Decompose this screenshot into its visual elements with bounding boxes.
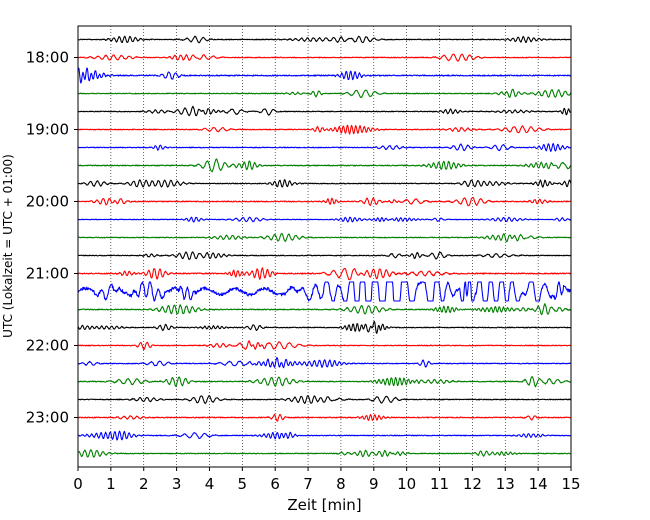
trace-line (77, 158, 572, 173)
x-tick-label: 1 (106, 475, 116, 493)
trace-line (77, 88, 572, 98)
x-tick-label: 11 (430, 475, 449, 493)
y-tick-label: 19:00 (26, 121, 69, 139)
trace-line (77, 449, 572, 458)
x-tick-label: 2 (139, 475, 149, 493)
trace-line (77, 267, 572, 281)
trace-line (77, 357, 572, 369)
x-tick-label: 8 (336, 475, 346, 493)
x-axis-label: Zeit [min] (287, 496, 361, 514)
x-tick-label: 9 (369, 475, 379, 493)
trace-line (77, 303, 572, 316)
x-tick-label: 4 (205, 475, 215, 493)
trace-line (77, 395, 572, 404)
y-tick-label: 21:00 (26, 265, 69, 283)
trace-line (77, 124, 572, 135)
trace-layer (77, 35, 572, 458)
trace-line (77, 143, 572, 152)
y-axis-ticks: 18:00 19:00 20:00 21:00 22:00 23:00 (26, 49, 78, 427)
trace-line (77, 430, 572, 441)
y-axis-label: UTC (Lokalzeit = UTC + 01:00) (1, 154, 15, 338)
trace-line (77, 281, 572, 302)
x-tick-label: 14 (529, 475, 548, 493)
y-tick-label: 20:00 (26, 193, 69, 211)
y-tick-label: 22:00 (26, 337, 69, 355)
x-tick-label: 5 (238, 475, 248, 493)
x-tick-label: 0 (73, 475, 83, 493)
y-tick-label: 23:00 (26, 409, 69, 427)
trace-line (77, 35, 572, 44)
trace-line (77, 53, 572, 62)
trace-line (77, 340, 572, 351)
plot-frame (77, 25, 572, 468)
trace-line (77, 413, 572, 422)
y-tick-label: 18:00 (26, 49, 69, 67)
trace-line (77, 232, 572, 243)
trace-line (77, 320, 572, 334)
x-tick-label: 13 (496, 475, 515, 493)
trace-line (77, 197, 572, 207)
x-axis-ticks: 0 1 2 3 4 5 6 7 8 9 10 11 12 13 14 15 (73, 467, 581, 493)
trace-line (77, 105, 572, 117)
x-tick-label: 15 (561, 475, 580, 493)
x-tick-label: 7 (303, 475, 313, 493)
x-tick-label: 3 (172, 475, 182, 493)
trace-line (77, 179, 572, 188)
x-tick-label: 10 (397, 475, 416, 493)
trace-line (77, 251, 572, 260)
trace-line (77, 216, 572, 223)
trace-line (77, 67, 572, 84)
trace-line (77, 376, 572, 388)
x-tick-label: 12 (463, 475, 482, 493)
x-tick-label: 6 (270, 475, 280, 493)
